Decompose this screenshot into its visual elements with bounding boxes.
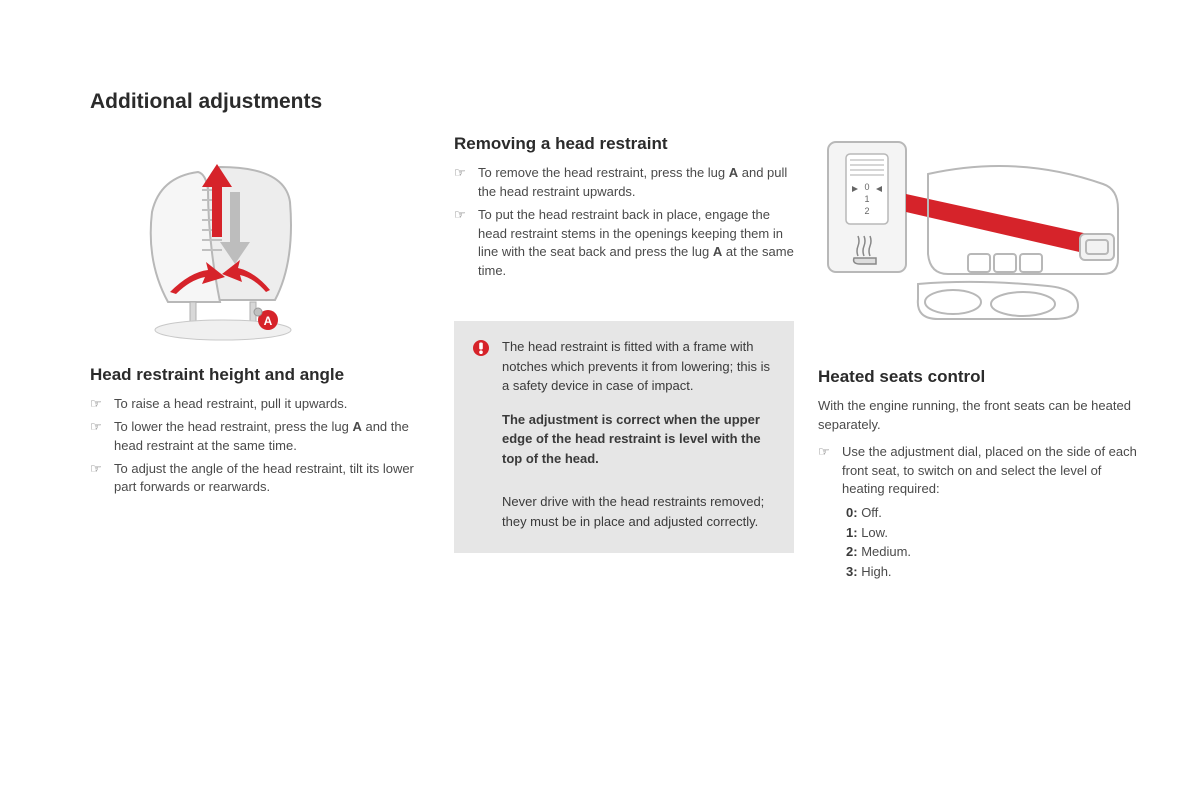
level-item: 3: High. [846, 562, 1140, 582]
right-intro-text: With the engine running, the front seats… [818, 397, 1140, 435]
list-item: ☞ To raise a head restraint, pull it upw… [90, 395, 430, 414]
pointer-icon: ☞ [90, 418, 104, 456]
info-paragraph: Never drive with the head restraints rem… [502, 492, 776, 531]
list-item: ☞ Use the adjustment dial, placed on the… [818, 443, 1140, 500]
bullet-text: To lower the head restraint, press the l… [114, 418, 430, 456]
heating-levels: 0: Off. 1: Low. 2: Medium. 3: High. [818, 503, 1140, 581]
svg-text:2: 2 [864, 206, 869, 216]
bullet-text: Use the adjustment dial, placed on the s… [842, 443, 1140, 500]
level-item: 1: Low. [846, 523, 1140, 543]
bullet-text: To raise a head restraint, pull it upwar… [114, 395, 430, 414]
safety-info-box: The head restraint is fitted with a fram… [454, 321, 794, 553]
heated-seat-diagram: 0 1 2 [818, 134, 1140, 349]
level-item: 2: Medium. [846, 542, 1140, 562]
pointer-icon: ☞ [454, 164, 468, 202]
mid-section-title: Removing a head restraint [454, 134, 794, 154]
warning-icon [472, 339, 490, 531]
bullet-text: To put the head restraint back in place,… [478, 206, 794, 281]
column-middle: Removing a head restraint ☞ To remove th… [454, 134, 794, 581]
svg-text:0: 0 [864, 182, 869, 192]
svg-text:A: A [264, 314, 273, 328]
info-paragraph-bold: The adjustment is correct when the upper… [502, 410, 776, 469]
pointer-icon: ☞ [90, 460, 104, 498]
right-section-title: Heated seats control [818, 367, 1140, 387]
content-columns: A Head restraint height and angle ☞ To r… [90, 134, 1140, 581]
right-bullet-list: ☞ Use the adjustment dial, placed on the… [818, 443, 1140, 500]
list-item: ☞ To put the head restraint back in plac… [454, 206, 794, 281]
pointer-icon: ☞ [454, 206, 468, 281]
page-title: Additional adjustments [90, 90, 1140, 114]
pointer-icon: ☞ [818, 443, 832, 500]
info-text: The head restraint is fitted with a fram… [502, 337, 776, 531]
left-section-title: Head restraint height and angle [90, 365, 430, 385]
info-paragraph: The head restraint is fitted with a fram… [502, 337, 776, 396]
mid-bullet-list: ☞ To remove the head restraint, press th… [454, 164, 794, 281]
list-item: ☞ To lower the head restraint, press the… [90, 418, 430, 456]
list-item: ☞ To adjust the angle of the head restra… [90, 460, 430, 498]
headrest-diagram: A [110, 142, 430, 347]
pointer-icon: ☞ [90, 395, 104, 414]
left-bullet-list: ☞ To raise a head restraint, pull it upw… [90, 395, 430, 497]
svg-text:1: 1 [864, 194, 869, 204]
bullet-text: To adjust the angle of the head restrain… [114, 460, 430, 498]
bullet-text: To remove the head restraint, press the … [478, 164, 794, 202]
level-item: 0: Off. [846, 503, 1140, 523]
column-right: 0 1 2 [818, 134, 1140, 581]
list-item: ☞ To remove the head restraint, press th… [454, 164, 794, 202]
column-left: A Head restraint height and angle ☞ To r… [90, 134, 430, 581]
